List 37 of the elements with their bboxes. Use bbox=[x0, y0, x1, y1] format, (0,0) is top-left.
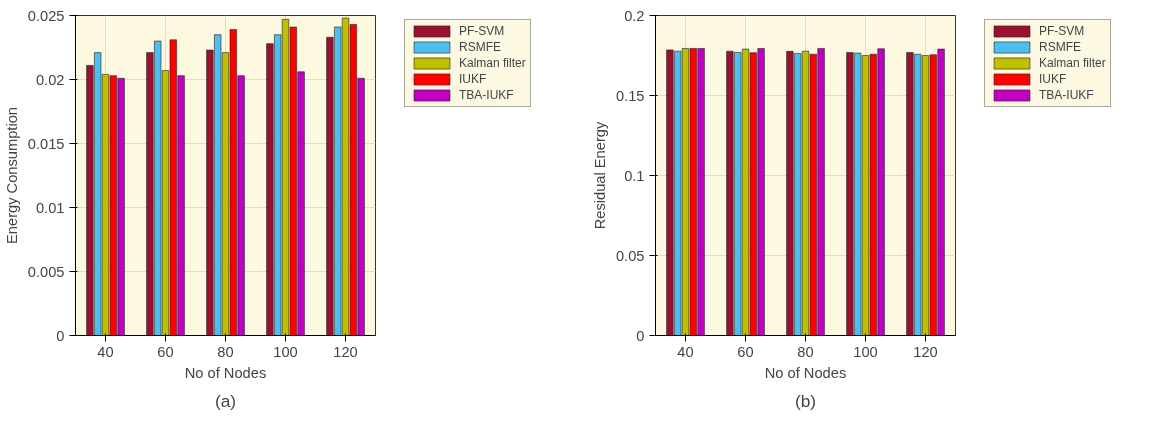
y-tick-label: 0 bbox=[56, 327, 65, 344]
legend-label: IUKF bbox=[459, 72, 487, 86]
y-tick-label: 0.2 bbox=[624, 7, 645, 24]
legend-label: RSMFE bbox=[459, 40, 501, 54]
legend-label: TBA-IUKF bbox=[459, 88, 514, 102]
y-tick-label: 0.025 bbox=[27, 7, 65, 24]
x-tick-label: 100 bbox=[273, 343, 298, 360]
y-tick-label: 0 bbox=[636, 327, 645, 344]
y-axis-title: Energy Consumption bbox=[3, 107, 20, 244]
text: (b) bbox=[794, 390, 817, 411]
x-tick-label: 100 bbox=[853, 343, 878, 360]
y-tick-label: 0.05 bbox=[615, 247, 645, 264]
x-tick-label: 40 bbox=[97, 343, 114, 360]
legend-label: PF-SVM bbox=[1039, 24, 1085, 38]
legend-label: TBA-IUKF bbox=[1039, 88, 1094, 102]
x-axis-title: No of Nodes bbox=[764, 364, 847, 381]
text: (a) bbox=[214, 390, 237, 411]
x-tick-label: 120 bbox=[913, 343, 938, 360]
legend-label: PF-SVM bbox=[459, 24, 505, 38]
y-axis-title: Residual Energy bbox=[591, 121, 608, 230]
y-tick-label: 0.01 bbox=[35, 199, 65, 216]
x-tick-label: 60 bbox=[737, 343, 754, 360]
legend-label: RSMFE bbox=[1039, 40, 1081, 54]
y-tick-label: 0.15 bbox=[615, 87, 645, 104]
x-tick-label: 80 bbox=[217, 343, 234, 360]
x-tick-label: 120 bbox=[333, 343, 358, 360]
x-tick-label: 60 bbox=[157, 343, 174, 360]
y-tick-label: 0.015 bbox=[27, 135, 65, 152]
legend-label: IUKF bbox=[1039, 72, 1067, 86]
y-tick-label: 0.1 bbox=[624, 167, 645, 184]
x-axis-title: No of Nodes bbox=[184, 364, 267, 381]
legend-label: Kalman filter bbox=[459, 56, 526, 70]
legend-label: Kalman filter bbox=[1039, 56, 1106, 70]
y-tick-label: 0.005 bbox=[27, 263, 65, 280]
x-tick-label: 40 bbox=[677, 343, 694, 360]
x-tick-label: 80 bbox=[797, 343, 814, 360]
y-tick-label: 0.02 bbox=[35, 71, 65, 88]
